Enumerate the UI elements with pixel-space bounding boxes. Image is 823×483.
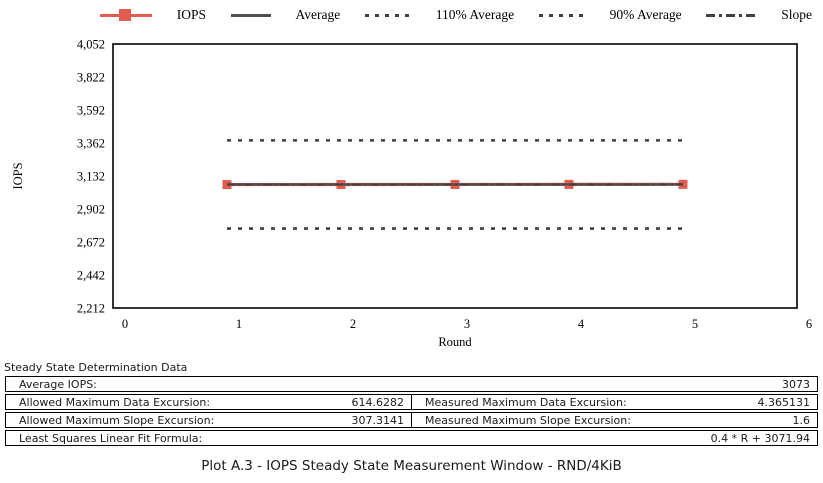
y-tick-label: 2,672 <box>77 236 105 250</box>
table-cell-value: 3073 <box>782 377 810 391</box>
x-tick-label: 1 <box>236 317 242 331</box>
y-tick-label: 2,442 <box>77 269 105 283</box>
table-row: Average IOPS: 3073 <box>5 376 818 392</box>
table-cell-value: 4.365131 <box>757 395 811 409</box>
90-average-line-symbol <box>538 13 585 17</box>
y-tick-label: 3,362 <box>77 137 105 151</box>
chart-legend: IOPS Average 110% Average 90% Average Slope <box>100 3 812 27</box>
table-cell: Measured Maximum Data Excursion: 4.365131 <box>411 395 817 409</box>
table-cell: Average IOPS: 3073 <box>6 377 817 391</box>
table-cell-label: Measured Maximum Data Excursion: <box>425 395 627 409</box>
table-cell-label: Average IOPS: <box>19 377 97 391</box>
table-title: Steady State Determination Data <box>4 361 188 374</box>
x-tick-label: 5 <box>692 317 698 331</box>
table-cell-label: Least Squares Linear Fit Formula: <box>19 431 203 445</box>
table-cell: Allowed Maximum Slope Excursion: 307.3141 <box>6 413 411 427</box>
legend-label: 90% Average <box>609 7 682 22</box>
table-cell: Measured Maximum Slope Excursion: 1.6 <box>411 413 817 427</box>
x-tick-label: 0 <box>122 317 128 331</box>
steady-state-table: Average IOPS: 3073 Allowed Maximum Data Ex… <box>5 376 818 448</box>
y-tick-label: 3,822 <box>77 71 105 85</box>
iops-series-symbol <box>100 9 152 21</box>
y-tick-label: 2,902 <box>77 203 105 217</box>
table-row: Least Squares Linear Fit Formula: 0.4 * R… <box>5 430 818 446</box>
x-tick-label: 3 <box>464 317 470 331</box>
y-tick-label: 3,592 <box>77 104 105 118</box>
table-cell-value: 0.4 * R + 3071.94 <box>710 431 810 445</box>
y-axis-title: IOPS <box>11 162 25 189</box>
y-tick-label: 4,052 <box>77 38 105 52</box>
x-tick-label: 6 <box>806 317 812 331</box>
x-tick-label: 4 <box>578 317 585 331</box>
legend-label: IOPS <box>176 7 207 22</box>
110-average-line-symbol <box>364 13 411 17</box>
plot-border <box>112 43 798 309</box>
table-cell: Allowed Maximum Data Excursion: 614.6282 <box>6 395 411 409</box>
table-cell-value: 1.6 <box>792 413 811 427</box>
table-cell: Least Squares Linear Fit Formula: 0.4 * R… <box>6 431 817 445</box>
x-axis-title: Round <box>438 335 472 349</box>
table-cell-label: Allowed Maximum Data Excursion: <box>19 395 211 409</box>
legend-label: 110% Average <box>435 7 515 22</box>
slope-line-symbol <box>706 13 757 17</box>
table-cell-value: 307.3141 <box>351 413 405 427</box>
table-cell-label: Measured Maximum Slope Excursion: <box>425 413 631 427</box>
legend-label: Slope <box>781 7 812 22</box>
y-tick-label: 3,132 <box>77 170 105 184</box>
y-tick-label: 2,212 <box>77 302 105 316</box>
plot-caption: Plot A.3 - IOPS Steady State Measurement… <box>201 458 622 474</box>
table-row: Allowed Maximum Data Excursion: 614.6282 M… <box>5 394 818 410</box>
steady-state-chart: 4,052 3,822 3,592 3,362 3,132 2,902 2,672 2,442… <box>11 38 812 350</box>
table-cell-label: Allowed Maximum Slope Excursion: <box>19 413 215 427</box>
x-tick-label: 2 <box>350 317 356 331</box>
table-row: Allowed Maximum Slope Excursion: 307.3141… <box>5 412 818 428</box>
table-cell-value: 614.6282 <box>351 395 405 409</box>
average-line-symbol <box>230 13 271 17</box>
legend-label: Average <box>295 7 341 22</box>
